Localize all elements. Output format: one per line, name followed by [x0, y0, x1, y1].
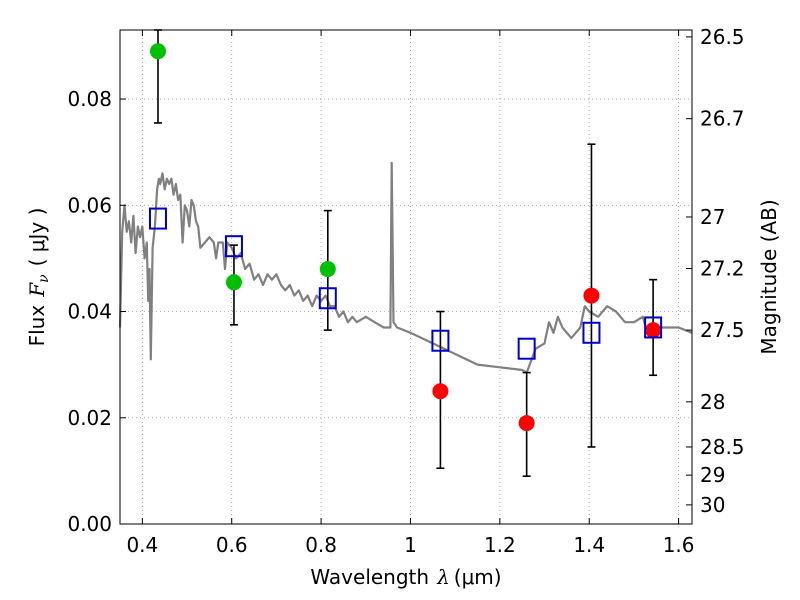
green-data-point [225, 274, 242, 291]
model-photometry-layer [148, 207, 663, 360]
model-photometry-box [582, 321, 601, 344]
model-photometry-box [431, 329, 450, 352]
right-axis-tick-label: 27.2 [700, 257, 745, 281]
red-data-point [518, 415, 535, 432]
plot-frame [119, 29, 693, 525]
model-photometry-box [224, 235, 243, 258]
model-spectrum-line [118, 161, 693, 374]
x-tick-label: 1.6 [663, 533, 695, 557]
plot-background [120, 30, 692, 524]
x-tick-label: 0.8 [305, 533, 337, 557]
y-tick-label: 0.00 [67, 512, 112, 536]
red-data-point [645, 322, 662, 339]
y-axis-label: FluxFν( μJy ) [25, 208, 52, 347]
axis-ticks: 0.4 0.6 0.8 1 1.2 1.4 1.6 0.00 0.02 0.04 0.06 0.08 2… [67, 25, 744, 557]
right-axis-tick-label: 26.5 [700, 25, 745, 49]
model-photometry-box [318, 287, 337, 310]
right-axis-tick-label: 28 [700, 390, 725, 414]
model-spectrum-layer [118, 161, 693, 374]
right-axis-tick-label: 30 [700, 493, 725, 517]
x-tick-label: 1.2 [484, 533, 516, 557]
x-tick-label: 0.4 [126, 533, 158, 557]
model-photometry-box [644, 316, 663, 339]
right-axis-tick-label: 28.5 [700, 435, 745, 459]
model-photometry-box [517, 337, 536, 360]
x-axis-label: Wavelength λ (μm) [310, 565, 501, 589]
y-tick-label: 0.04 [67, 300, 112, 324]
right-axis-tick-label: 26.7 [700, 107, 745, 131]
x-tick-label: 0.6 [216, 533, 248, 557]
green-data-point [149, 43, 166, 60]
y-tick-label: 0.06 [67, 193, 112, 217]
model-photometry-box [148, 207, 167, 230]
right-axis-label: Magnitude (AB) [757, 199, 781, 354]
right-axis-tick-label: 29 [700, 463, 725, 487]
x-tick-label: 1 [404, 533, 417, 557]
x-tick-label: 1.4 [573, 533, 605, 557]
right-axis-tick-label: 27 [700, 205, 725, 229]
right-axis-tick-label: 27.5 [700, 318, 745, 342]
red-data-point [583, 287, 600, 304]
data-points-layer [149, 43, 662, 432]
y-tick-label: 0.02 [67, 406, 112, 430]
y-tick-label: 0.08 [67, 87, 112, 111]
red-data-point [432, 383, 449, 400]
green-data-point [319, 261, 336, 278]
